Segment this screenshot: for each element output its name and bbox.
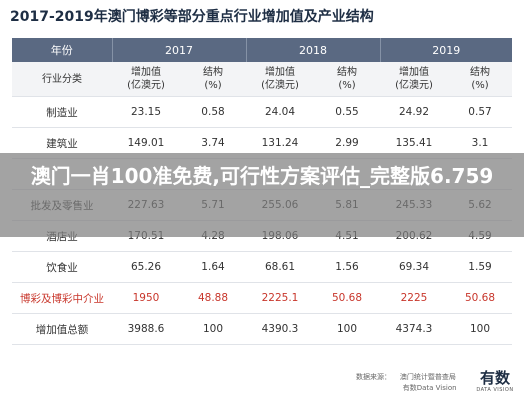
datavision-logo: 有数 DATA VISION bbox=[472, 368, 518, 396]
logo-subtext: DATA VISION bbox=[476, 387, 514, 393]
industry-name-cell: 增加值总额 bbox=[12, 313, 112, 345]
structure-header: 结构 (%) bbox=[180, 62, 246, 97]
value-cell: 1.59 bbox=[448, 251, 512, 283]
table-row: 饮食业 65.26 1.64 68.61 1.56 69.34 1.59 bbox=[12, 251, 512, 283]
table-row: 增加值总额 3988.6 100 4390.3 100 4374.3 100 bbox=[12, 313, 512, 345]
value-cell: 0.55 bbox=[314, 96, 380, 128]
industry-name-cell: 博彩及博彩中介业 bbox=[12, 282, 112, 314]
value-cell: 1.64 bbox=[180, 251, 246, 283]
source-line: 数据来源： 澳门统计暨普查局 bbox=[356, 373, 456, 381]
year-2018: 2018 bbox=[245, 38, 380, 62]
value-cell: 50.68 bbox=[448, 282, 512, 314]
value-cell: 68.61 bbox=[246, 251, 314, 283]
structure-header: 结构 (%) bbox=[448, 62, 512, 97]
value-cell: 3988.6 bbox=[112, 313, 180, 345]
industry-header: 行业分类 bbox=[12, 62, 112, 97]
year-header-row: 年份 2017 2018 2019 bbox=[12, 38, 512, 62]
sub-header-row: 行业分类 增加值 (亿澳元) 结构 (%) 增加值 (亿澳元) 结构 (%) 增加值 (亿… bbox=[12, 62, 512, 97]
banner-text[interactable]: 澳门一肖100准免费,可行性方案评估_完整版6.759 bbox=[30, 164, 494, 188]
value-cell: 2225.1 bbox=[246, 282, 314, 314]
source-line: 有数Data Vision bbox=[356, 384, 457, 392]
table-row: 制造业 23.15 0.58 24.04 0.55 24.92 0.57 bbox=[12, 96, 512, 128]
value-cell: 0.57 bbox=[448, 96, 512, 128]
value-header: 增加值 (亿澳元) bbox=[246, 62, 314, 97]
value-cell: 4390.3 bbox=[246, 313, 314, 345]
year-2017: 2017 bbox=[111, 38, 246, 62]
value-cell: 48.88 bbox=[180, 282, 246, 314]
year-header: 年份 bbox=[12, 38, 112, 62]
value-header: 增加值 (亿澳元) bbox=[380, 62, 448, 97]
structure-header: 结构 (%) bbox=[314, 62, 380, 97]
overlay-banner[interactable]: 澳门一肖100准免费,可行性方案评估_完整版6.759 bbox=[0, 153, 524, 237]
value-cell: 100 bbox=[314, 313, 380, 345]
value-cell: 24.04 bbox=[246, 96, 314, 128]
industry-name-cell: 制造业 bbox=[12, 96, 112, 128]
value-cell: 0.58 bbox=[180, 96, 246, 128]
value-cell: 4374.3 bbox=[380, 313, 448, 345]
value-cell: 100 bbox=[448, 313, 512, 345]
value-cell: 100 bbox=[180, 313, 246, 345]
value-cell: 1.56 bbox=[314, 251, 380, 283]
value-cell: 24.92 bbox=[380, 96, 448, 128]
value-cell: 69.34 bbox=[380, 251, 448, 283]
value-cell: 50.68 bbox=[314, 282, 380, 314]
value-cell: 65.26 bbox=[112, 251, 180, 283]
value-cell: 1950 bbox=[112, 282, 180, 314]
source-note: 数据来源： 澳门统计暨普查局 有数Data Vision bbox=[356, 372, 468, 394]
table-row: 博彩及博彩中介业 1950 48.88 2225.1 50.68 2225 50.68 bbox=[12, 282, 512, 314]
chart-title: 2017-2019年澳门博彩等部分重点行业增加值及产业结构 bbox=[10, 9, 374, 25]
value-cell: 2225 bbox=[380, 282, 448, 314]
value-header: 增加值 (亿澳元) bbox=[112, 62, 180, 97]
logo-text: 有数 bbox=[479, 369, 510, 387]
industry-name-cell: 饮食业 bbox=[12, 251, 112, 283]
value-cell: 23.15 bbox=[112, 96, 180, 128]
year-2019: 2019 bbox=[379, 38, 512, 62]
